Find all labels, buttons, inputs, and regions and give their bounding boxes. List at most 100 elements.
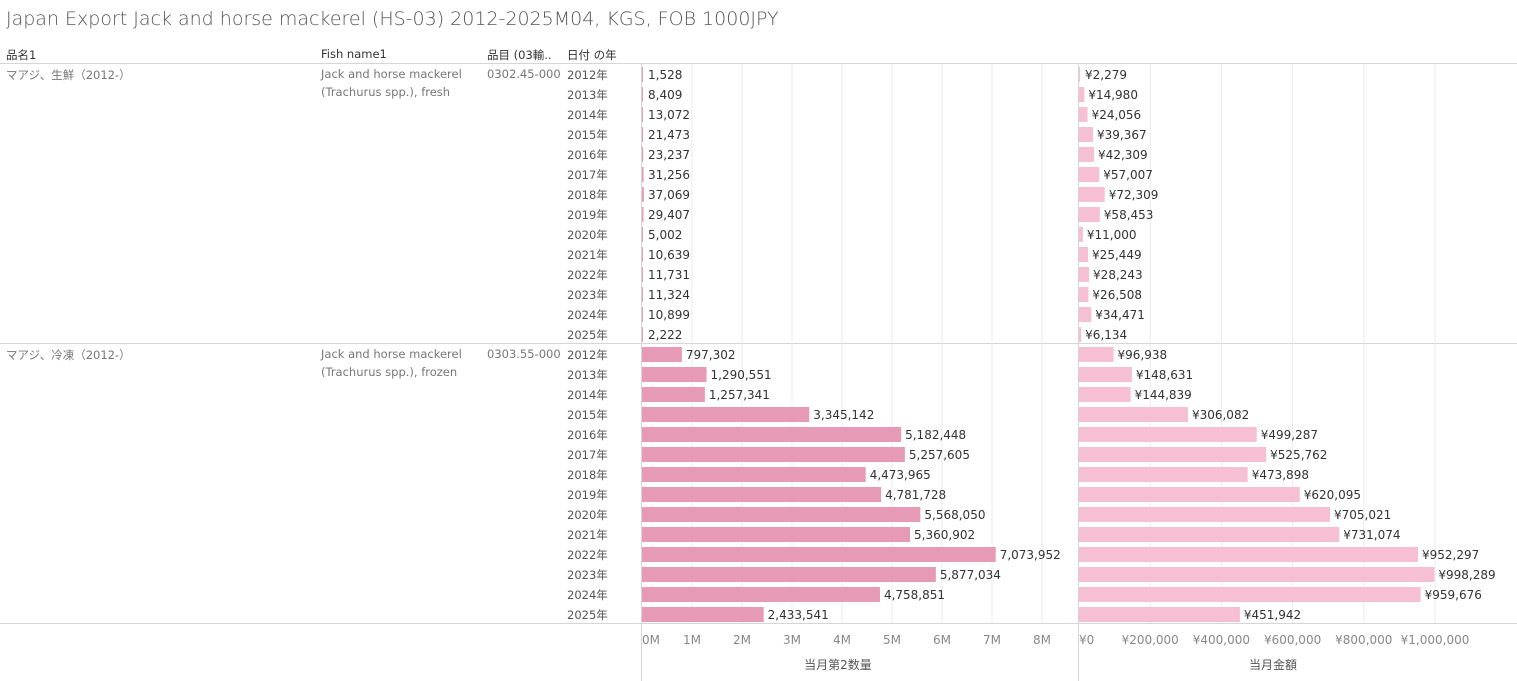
data-label: ¥57,007	[1103, 168, 1153, 182]
x-tick-label: ¥1,000,000	[1401, 633, 1470, 647]
data-label: 37,069	[648, 188, 690, 202]
bar	[642, 187, 644, 202]
bar	[642, 227, 643, 242]
bar	[1079, 427, 1257, 442]
group-divider	[0, 343, 1517, 344]
data-label: 11,731	[648, 268, 690, 282]
data-label: 23,237	[648, 148, 690, 162]
bar	[642, 367, 707, 382]
fish-name-fresh-line2: (Trachurus spp.), fresh	[321, 85, 451, 99]
data-label: 5,182,448	[905, 428, 966, 442]
bar	[1079, 307, 1092, 322]
year-label[interactable]: 2018年	[567, 468, 608, 482]
year-label[interactable]: 2013年	[567, 88, 608, 102]
fish-name-frozen-line1[interactable]: Jack and horse mackerel	[321, 347, 462, 361]
footer-divider	[0, 623, 1517, 624]
year-label[interactable]: 2014年	[567, 388, 608, 402]
year-label[interactable]: 2024年	[567, 588, 608, 602]
data-label: 29,407	[648, 208, 690, 222]
bar	[1079, 347, 1114, 362]
group-name-fresh[interactable]: マアジ、生鮮（2012-）	[6, 68, 131, 82]
bar	[1079, 507, 1330, 522]
year-label[interactable]: 2019年	[567, 208, 608, 222]
year-label[interactable]: 2023年	[567, 568, 608, 582]
data-label: 4,758,851	[884, 588, 945, 602]
year-label[interactable]: 2025年	[567, 608, 608, 622]
bar	[642, 87, 643, 102]
x-tick-label: ¥800,000	[1335, 633, 1392, 647]
bar	[1079, 287, 1089, 302]
header-product-name[interactable]: 品名1	[6, 48, 37, 62]
data-label: ¥144,839	[1135, 388, 1192, 402]
x-tick-label: ¥400,000	[1193, 633, 1250, 647]
bar	[642, 407, 810, 422]
year-label[interactable]: 2013年	[567, 368, 608, 382]
header-fish-name[interactable]: Fish name1	[321, 47, 387, 61]
year-label[interactable]: 2021年	[567, 528, 608, 542]
year-label[interactable]: 2017年	[567, 168, 608, 182]
bar	[1079, 587, 1421, 602]
bar	[1079, 67, 1080, 82]
header-divider	[0, 63, 1517, 64]
year-label[interactable]: 2021年	[567, 248, 608, 262]
item-code-fresh[interactable]: 0302.45-000	[487, 67, 561, 81]
data-label: 11,324	[648, 288, 690, 302]
bar	[1079, 367, 1132, 382]
year-label[interactable]: 2012年	[567, 348, 608, 362]
bar	[642, 427, 902, 442]
year-label[interactable]: 2024年	[567, 308, 608, 322]
x-axis-title: 当月第2数量	[804, 657, 872, 672]
year-label[interactable]: 2012年	[567, 68, 608, 82]
data-label: ¥2,279	[1085, 68, 1127, 82]
bar	[642, 127, 644, 142]
bar	[1079, 487, 1300, 502]
year-label[interactable]: 2016年	[567, 148, 608, 162]
header-item-code[interactable]: 品目 (03輸..	[487, 48, 552, 62]
data-label: ¥952,297	[1422, 548, 1479, 562]
year-label[interactable]: 2022年	[567, 548, 608, 562]
bar	[642, 247, 643, 262]
year-label[interactable]: 2019年	[567, 488, 608, 502]
pane-divider-value	[1078, 63, 1079, 681]
data-label: 1,528	[648, 68, 682, 82]
bar	[642, 267, 643, 282]
group-name-frozen[interactable]: マアジ、冷凍（2012-）	[6, 348, 131, 362]
fish-name-fresh-line1[interactable]: Jack and horse mackerel	[321, 67, 462, 81]
bar	[642, 167, 644, 182]
data-label: ¥14,980	[1088, 88, 1138, 102]
year-label[interactable]: 2025年	[567, 328, 608, 342]
year-label[interactable]: 2023年	[567, 288, 608, 302]
data-label: ¥25,449	[1092, 248, 1142, 262]
item-code-frozen[interactable]: 0303.55-000	[487, 347, 561, 361]
year-label[interactable]: 2015年	[567, 128, 608, 142]
data-label: ¥959,676	[1425, 588, 1482, 602]
bar	[642, 107, 643, 122]
bar	[642, 387, 705, 402]
x-tick-label: 0M	[642, 633, 660, 647]
bar	[642, 487, 882, 502]
bar	[1079, 267, 1090, 282]
bar	[642, 307, 643, 322]
x-tick-label: 4M	[833, 633, 851, 647]
data-label: ¥731,074	[1343, 528, 1400, 542]
year-label[interactable]: 2022年	[567, 268, 608, 282]
year-label[interactable]: 2014年	[567, 108, 608, 122]
bar	[642, 287, 643, 302]
year-label[interactable]: 2016年	[567, 428, 608, 442]
year-label[interactable]: 2017年	[567, 448, 608, 462]
data-label: ¥451,942	[1244, 608, 1301, 622]
data-label: ¥620,095	[1304, 488, 1361, 502]
data-label: ¥28,243	[1093, 268, 1143, 282]
bar	[1079, 147, 1095, 162]
bar	[1079, 247, 1089, 262]
data-label: 3,345,142	[813, 408, 874, 422]
year-label[interactable]: 2020年	[567, 228, 608, 242]
data-label: 5,002	[648, 228, 682, 242]
year-label[interactable]: 2015年	[567, 408, 608, 422]
bar	[1079, 227, 1083, 242]
year-label[interactable]: 2018年	[567, 188, 608, 202]
data-label: ¥39,367	[1097, 128, 1147, 142]
year-label[interactable]: 2020年	[567, 508, 608, 522]
header-year[interactable]: 日付 の年	[567, 48, 617, 62]
